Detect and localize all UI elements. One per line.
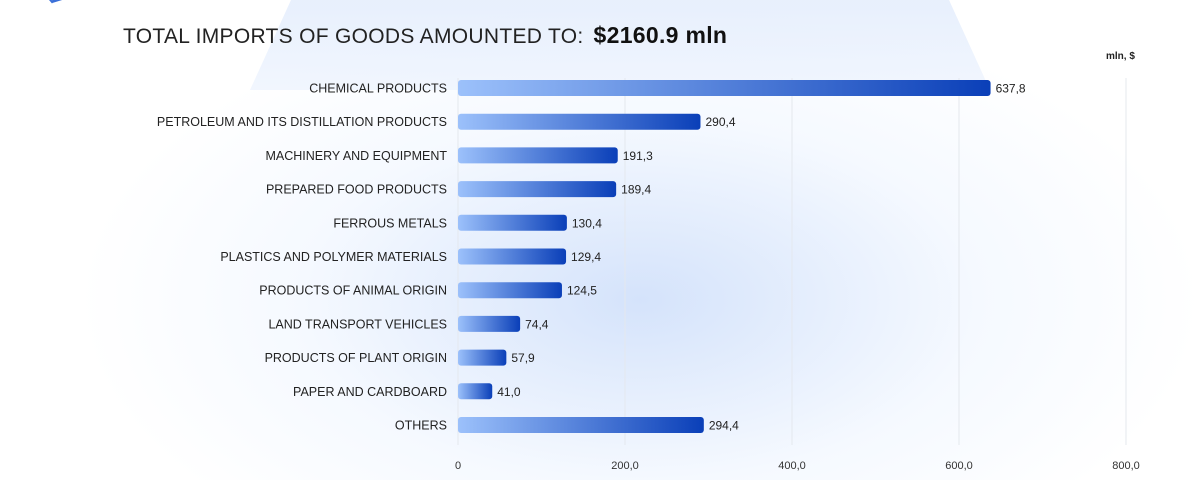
logo-icon xyxy=(49,0,63,4)
category-label: OTHERS xyxy=(395,419,447,433)
x-tick-label: 0 xyxy=(455,460,461,472)
value-label: 294,4 xyxy=(709,419,739,433)
value-label: 57,9 xyxy=(511,351,535,365)
title-value: $2160.9 mln xyxy=(593,22,728,48)
value-label: 191,3 xyxy=(623,149,653,163)
bar xyxy=(458,214,567,231)
value-label: 637,8 xyxy=(996,82,1026,96)
category-label: FERROUS METALS xyxy=(333,216,447,230)
value-label: 41,0 xyxy=(497,385,521,399)
value-label: 290,4 xyxy=(705,115,735,129)
bar xyxy=(458,113,701,130)
value-label: 74,4 xyxy=(525,317,549,331)
bar xyxy=(458,248,567,265)
bar xyxy=(458,417,704,433)
bar xyxy=(458,349,507,366)
category-label: PRODUCTS OF PLANT ORIGIN xyxy=(265,351,447,365)
category-label: PRODUCTS OF ANIMAL ORIGIN xyxy=(259,284,447,298)
x-tick-label: 400,0 xyxy=(778,460,806,472)
category-label: CHEMICAL PRODUCTS xyxy=(309,82,447,96)
bar xyxy=(458,147,618,164)
x-tick-label: 200,0 xyxy=(611,460,639,472)
x-tick-label: 600,0 xyxy=(945,460,973,472)
bar xyxy=(458,282,562,299)
value-label: 124,5 xyxy=(567,284,597,298)
x-tick-label: 800,0 xyxy=(1112,460,1140,472)
category-label: PETROLEUM AND ITS DISTILLATION PRODUCTS xyxy=(157,115,447,129)
background-shape xyxy=(250,0,990,90)
category-label: PREPARED FOOD PRODUCTS xyxy=(266,183,447,197)
category-label: PAPER AND CARDBOARD xyxy=(293,385,447,399)
category-label: LAND TRANSPORT VEHICLES xyxy=(268,317,447,331)
bar xyxy=(458,315,521,332)
bar xyxy=(458,383,493,400)
category-label: MACHINERY AND EQUIPMENT xyxy=(265,149,447,163)
value-label: 130,4 xyxy=(572,216,602,230)
category-label: PLASTICS AND POLYMER MATERIALS xyxy=(220,250,447,264)
unit-label: mln, $ xyxy=(1106,51,1135,62)
value-label: 129,4 xyxy=(571,250,601,264)
bar xyxy=(458,80,991,96)
title-prefix: TOTAL IMPORTS OF GOODS AMOUNTED TO: xyxy=(123,25,584,48)
value-label: 189,4 xyxy=(621,183,651,197)
bar xyxy=(458,181,617,198)
page-title: TOTAL IMPORTS OF GOODS AMOUNTED TO: $2160… xyxy=(123,22,727,49)
